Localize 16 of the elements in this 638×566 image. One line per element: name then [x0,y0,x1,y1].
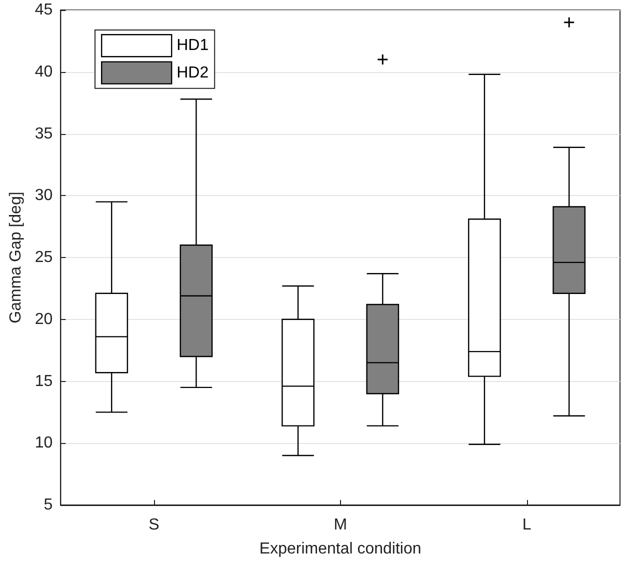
y-tick-label: 40 [34,63,53,80]
legend-label: HD2 [176,64,209,82]
y-axis-title: Gamma Gap [deg] [8,192,24,324]
legend-label: HD1 [176,37,209,54]
y-tick-label: 20 [34,310,53,328]
x-tick-label: M [334,516,348,534]
y-tick-label: 15 [34,372,53,390]
x-axis-title: Experimental condition [259,540,422,558]
y-tick-label: 5 [44,496,53,514]
y-tick-label: 30 [34,187,53,204]
y-tick-label: 25 [34,249,53,266]
y-tick-label: 35 [34,125,53,142]
y-tick-label: 45 [34,2,53,18]
x-tick-label: L [522,516,532,534]
x-tick-label: S [148,516,160,534]
y-tick-label: 10 [34,434,53,452]
